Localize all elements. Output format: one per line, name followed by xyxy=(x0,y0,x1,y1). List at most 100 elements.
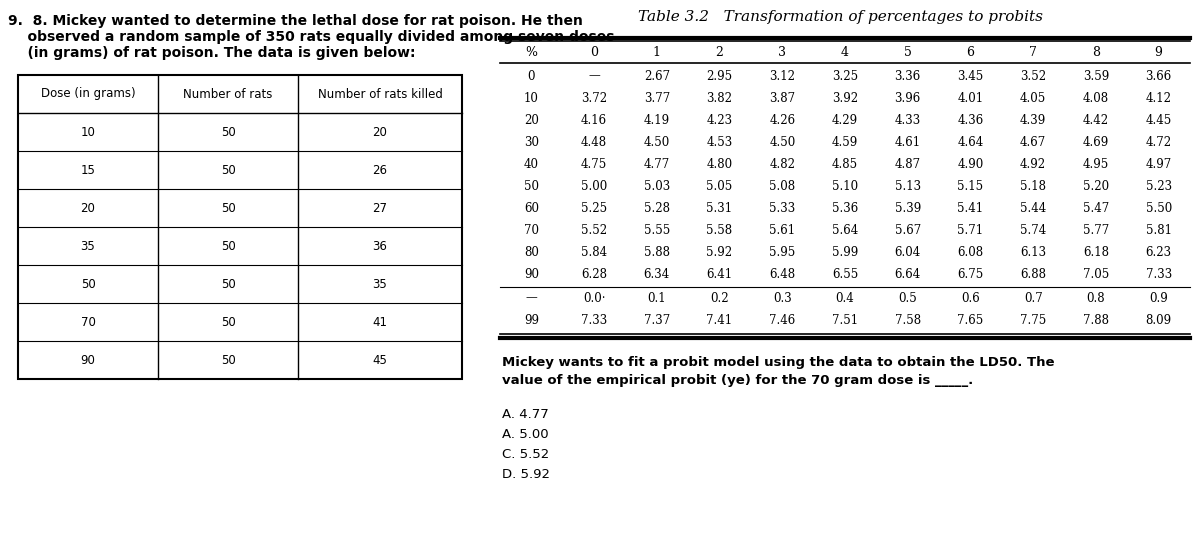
Text: 4.48: 4.48 xyxy=(581,136,607,148)
Text: 5.55: 5.55 xyxy=(643,223,670,237)
Text: 5.71: 5.71 xyxy=(958,223,984,237)
Text: Number of rats: Number of rats xyxy=(184,88,272,101)
Text: 50: 50 xyxy=(80,278,95,291)
Text: 4.97: 4.97 xyxy=(1146,158,1171,171)
Text: 50: 50 xyxy=(221,315,235,329)
Text: 2.67: 2.67 xyxy=(643,69,670,82)
Text: 6.75: 6.75 xyxy=(958,267,984,280)
Text: 4.19: 4.19 xyxy=(643,114,670,126)
Text: 4.26: 4.26 xyxy=(769,114,796,126)
Text: 5.28: 5.28 xyxy=(644,202,670,215)
Text: 7.33: 7.33 xyxy=(581,314,607,327)
Text: 35: 35 xyxy=(80,239,95,252)
Text: 3.12: 3.12 xyxy=(769,69,796,82)
Text: 4.12: 4.12 xyxy=(1146,91,1171,104)
Text: 4.16: 4.16 xyxy=(581,114,607,126)
Text: C. 5.52: C. 5.52 xyxy=(502,448,550,461)
Text: 5: 5 xyxy=(904,46,912,59)
Text: 5.15: 5.15 xyxy=(958,180,984,193)
Text: 7.65: 7.65 xyxy=(958,314,984,327)
Text: A. 5.00: A. 5.00 xyxy=(502,428,548,441)
Text: 7.88: 7.88 xyxy=(1082,314,1109,327)
Text: 5.10: 5.10 xyxy=(832,180,858,193)
Text: 5.03: 5.03 xyxy=(643,180,670,193)
Text: 50: 50 xyxy=(221,278,235,291)
Text: 4.85: 4.85 xyxy=(832,158,858,171)
Text: 4.75: 4.75 xyxy=(581,158,607,171)
Text: 5.05: 5.05 xyxy=(707,180,733,193)
Text: 5.31: 5.31 xyxy=(707,202,733,215)
Text: Mickey wants to fit a probit model using the data to obtain the LD50. The: Mickey wants to fit a probit model using… xyxy=(502,356,1055,369)
Text: 2: 2 xyxy=(715,46,724,59)
Text: 9.  8. Mickey wanted to determine the lethal dose for rat poison. He then: 9. 8. Mickey wanted to determine the let… xyxy=(8,14,583,28)
Text: 5.74: 5.74 xyxy=(1020,223,1046,237)
Text: —: — xyxy=(588,69,600,82)
Text: 4.77: 4.77 xyxy=(643,158,670,171)
Text: 36: 36 xyxy=(372,239,388,252)
Text: 3.77: 3.77 xyxy=(643,91,670,104)
Text: 5.64: 5.64 xyxy=(832,223,858,237)
Text: 4.29: 4.29 xyxy=(832,114,858,126)
Text: 4.01: 4.01 xyxy=(958,91,984,104)
Text: 3.59: 3.59 xyxy=(1082,69,1109,82)
Text: 5.18: 5.18 xyxy=(1020,180,1046,193)
Text: 5.33: 5.33 xyxy=(769,202,796,215)
Text: 6.41: 6.41 xyxy=(707,267,733,280)
Text: 5.20: 5.20 xyxy=(1082,180,1109,193)
Text: 5.67: 5.67 xyxy=(895,223,920,237)
Text: 50: 50 xyxy=(221,353,235,366)
Text: 6.64: 6.64 xyxy=(895,267,920,280)
Text: 4.67: 4.67 xyxy=(1020,136,1046,148)
Text: 6: 6 xyxy=(966,46,974,59)
Text: 5.95: 5.95 xyxy=(769,245,796,258)
Text: 7: 7 xyxy=(1030,46,1037,59)
Text: 5.81: 5.81 xyxy=(1146,223,1171,237)
Text: 5.84: 5.84 xyxy=(581,245,607,258)
Text: 5.99: 5.99 xyxy=(832,245,858,258)
Text: 50: 50 xyxy=(221,164,235,176)
Text: 6.88: 6.88 xyxy=(1020,267,1046,280)
Text: 5.00: 5.00 xyxy=(581,180,607,193)
Text: 50: 50 xyxy=(221,239,235,252)
Text: 8.09: 8.09 xyxy=(1146,314,1171,327)
Text: 4.64: 4.64 xyxy=(958,136,984,148)
Text: 4.72: 4.72 xyxy=(1146,136,1171,148)
Text: 20: 20 xyxy=(524,114,539,126)
Text: 5.52: 5.52 xyxy=(581,223,607,237)
Text: 90: 90 xyxy=(80,353,96,366)
Text: 3: 3 xyxy=(779,46,786,59)
Text: 6.23: 6.23 xyxy=(1146,245,1171,258)
Text: 9: 9 xyxy=(1154,46,1163,59)
Text: 0.8: 0.8 xyxy=(1086,292,1105,305)
Text: 10: 10 xyxy=(80,125,96,138)
Text: 7.46: 7.46 xyxy=(769,314,796,327)
Text: 4.82: 4.82 xyxy=(769,158,796,171)
Text: 6.08: 6.08 xyxy=(958,245,984,258)
Text: 7.05: 7.05 xyxy=(1082,267,1109,280)
Text: 4.39: 4.39 xyxy=(1020,114,1046,126)
Text: 3.96: 3.96 xyxy=(895,91,920,104)
Text: 4.42: 4.42 xyxy=(1082,114,1109,126)
Text: 5.77: 5.77 xyxy=(1082,223,1109,237)
Text: 7.37: 7.37 xyxy=(643,314,670,327)
Text: 5.44: 5.44 xyxy=(1020,202,1046,215)
Text: (in grams) of rat poison. The data is given below:: (in grams) of rat poison. The data is gi… xyxy=(8,46,415,60)
Text: 6.48: 6.48 xyxy=(769,267,796,280)
Text: observed a random sample of 350 rats equally divided among seven doses: observed a random sample of 350 rats equ… xyxy=(8,30,614,44)
Text: 70: 70 xyxy=(524,223,539,237)
Text: %: % xyxy=(526,46,538,59)
Text: 0.1: 0.1 xyxy=(648,292,666,305)
Text: 4.05: 4.05 xyxy=(1020,91,1046,104)
Text: 3.36: 3.36 xyxy=(895,69,920,82)
Text: 20: 20 xyxy=(80,202,96,215)
Text: 5.50: 5.50 xyxy=(1146,202,1171,215)
Text: 40: 40 xyxy=(524,158,539,171)
Text: 45: 45 xyxy=(372,353,388,366)
Text: 5.36: 5.36 xyxy=(832,202,858,215)
Text: 4.61: 4.61 xyxy=(895,136,920,148)
Text: 6.04: 6.04 xyxy=(895,245,920,258)
Text: 15: 15 xyxy=(80,164,96,176)
Text: value of the empirical probit (ye) for the 70 gram dose is _____.: value of the empirical probit (ye) for t… xyxy=(502,374,973,387)
Text: 4: 4 xyxy=(841,46,850,59)
Text: 6.55: 6.55 xyxy=(832,267,858,280)
